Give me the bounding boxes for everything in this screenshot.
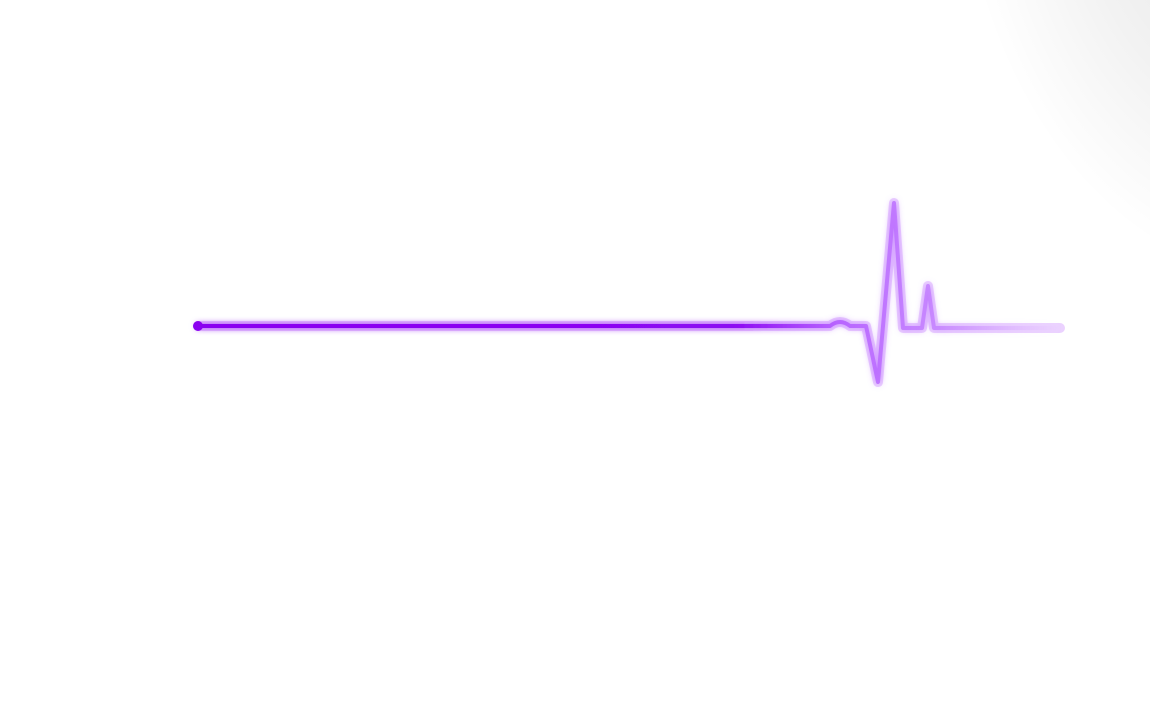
pulse-line	[196, 201, 1062, 384]
pulse-start-dot	[193, 321, 203, 331]
